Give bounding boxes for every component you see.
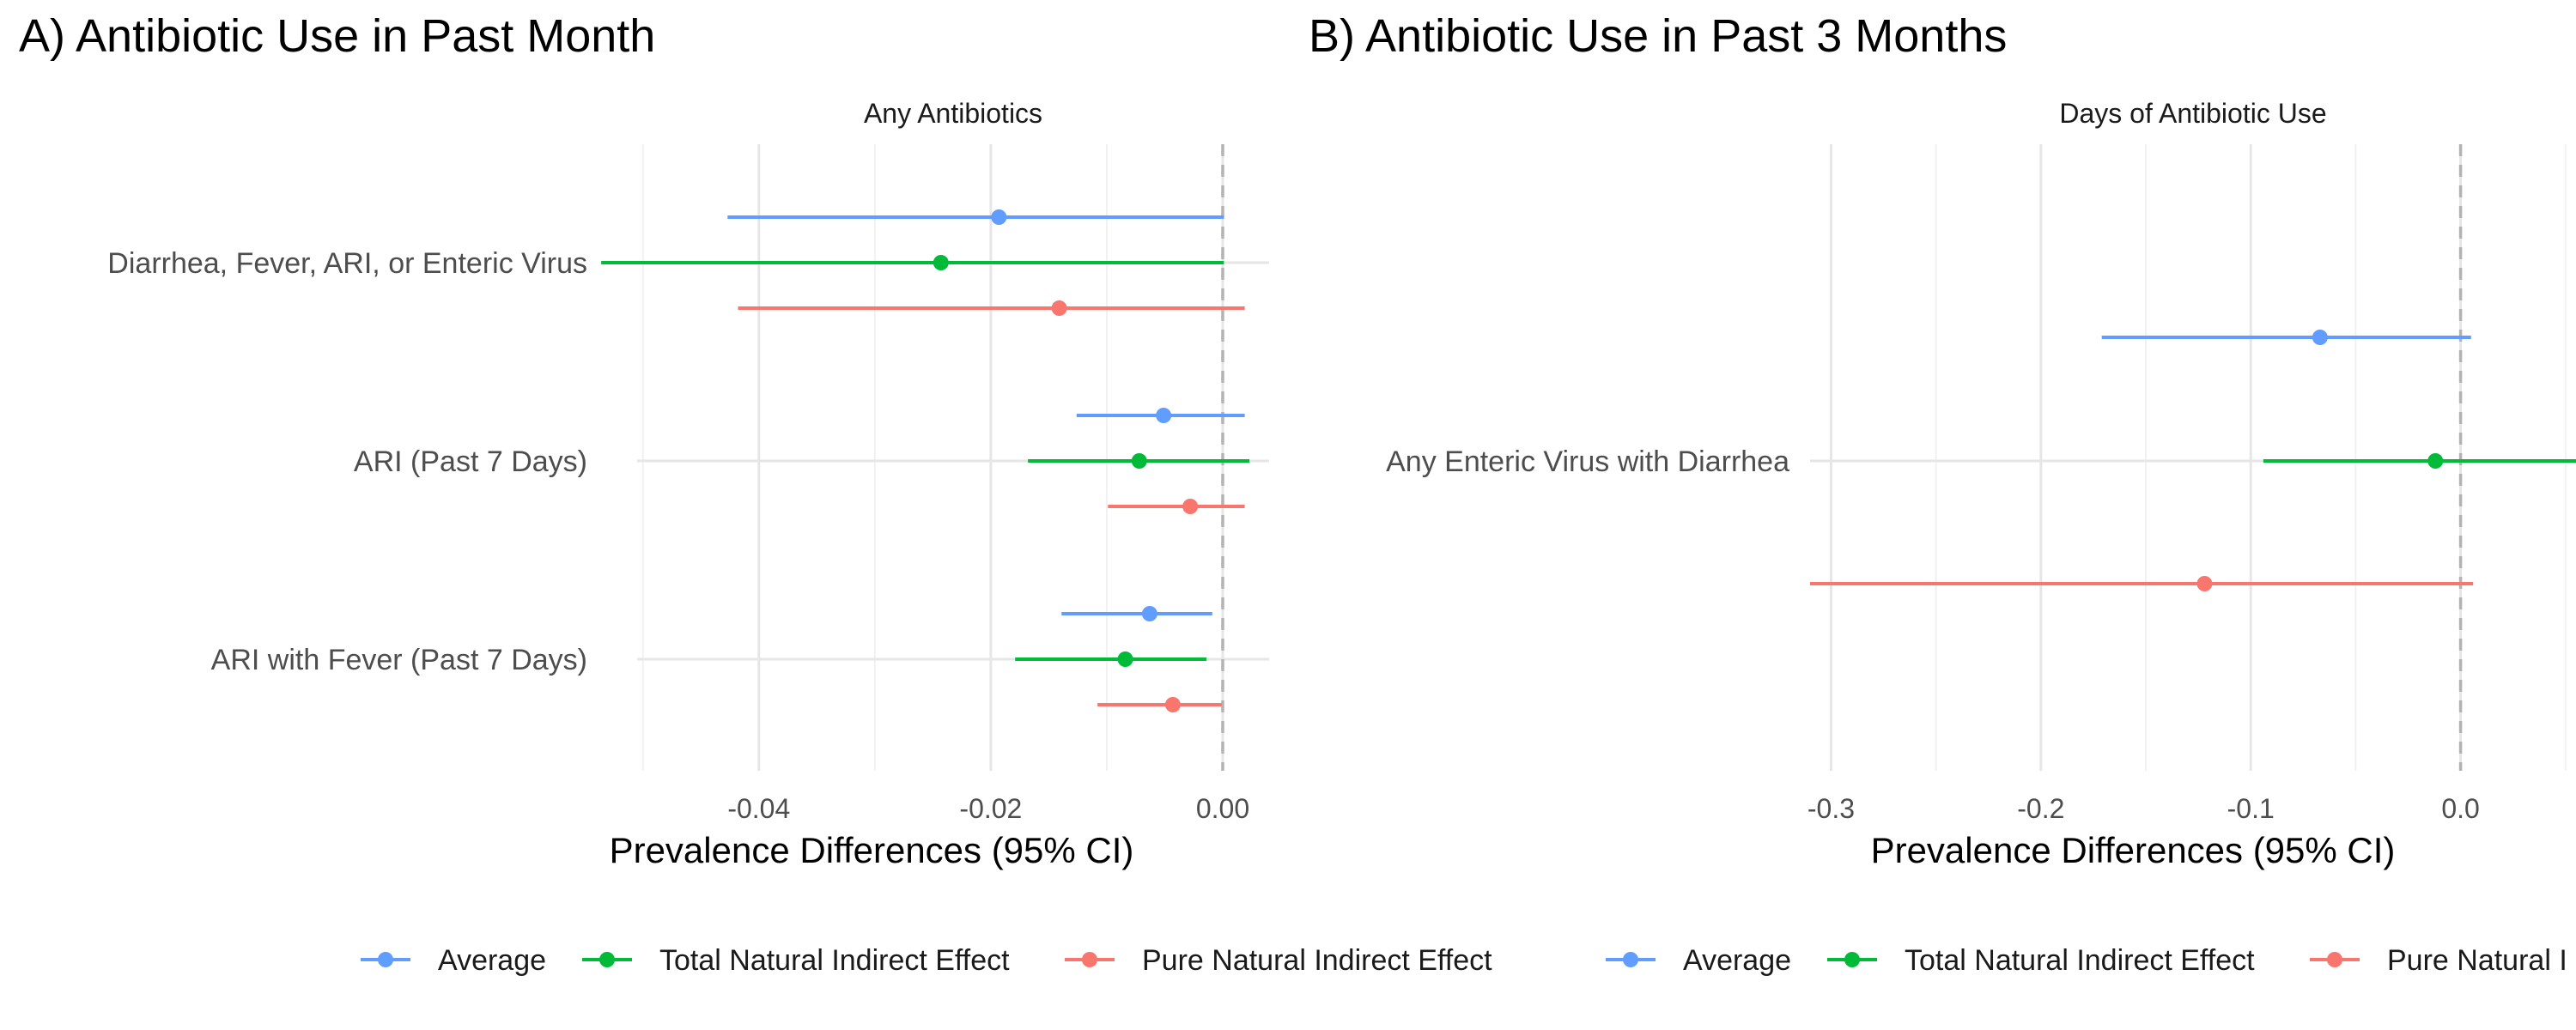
category-label: ARI (Past 7 Days) (354, 445, 587, 478)
category-label: Diarrhea, Fever, ARI, or Enteric Virus (107, 247, 587, 280)
point-estimate (1182, 499, 1199, 514)
facet-label: Days of Antibiotic Use (2059, 98, 2326, 129)
legend-label: Pure Natural I (2387, 944, 2567, 977)
x-tick-label: -0.2 (2017, 793, 2064, 824)
legend-label: Total Natural Indirect Effect (1905, 944, 2255, 977)
x-tick-label: -0.04 (727, 793, 790, 824)
point-estimate (2427, 453, 2444, 469)
x-tick-label: -0.02 (959, 793, 1022, 824)
legend-label: Pure Natural Indirect Effect (1142, 944, 1492, 977)
point-estimate (933, 255, 949, 270)
legend-key-point (2327, 952, 2342, 967)
legend-key-point (599, 952, 615, 967)
legend-key-point (1844, 952, 1860, 967)
panel-a: A) Antibiotic Use in Past Month Any Antib… (19, 10, 1492, 977)
legend-key-point (378, 952, 393, 967)
x-tick-label: 0.00 (1196, 793, 1249, 824)
category-label: ARI with Fever (Past 7 Days) (211, 644, 587, 676)
point-estimate (991, 209, 1007, 225)
panel-b: B) Antibiotic Use in Past 3 Months Days o… (1309, 10, 2576, 977)
legend-key-point (1082, 952, 1097, 967)
point-estimate (2312, 330, 2328, 345)
x-axis-title: Prevalence Differences (95% CI) (1871, 830, 2396, 870)
x-tick-label: -0.3 (1807, 793, 1855, 824)
facet-label: Any Antibiotics (864, 98, 1042, 129)
point-estimate (1156, 408, 1172, 423)
point-estimate (1164, 697, 1181, 712)
x-axis-title: Prevalence Differences (95% CI) (610, 830, 1134, 870)
legend-label: Average (1683, 944, 1791, 977)
x-tick-label: 0.0 (2441, 793, 2479, 824)
legend-key-point (1623, 952, 1638, 967)
panel-title: B) Antibiotic Use in Past 3 Months (1309, 10, 2007, 62)
legend: Average Total Natural Indirect Effect Pure… (1606, 944, 2567, 977)
point-estimate (1051, 300, 1067, 316)
point-estimate (2196, 576, 2213, 591)
x-tick-label: -0.1 (2227, 793, 2275, 824)
legend: Average Total Natural Indirect Effect Pure… (361, 944, 1492, 977)
legend-label: Total Natural Indirect Effect (659, 944, 1010, 977)
point-estimate (1131, 453, 1147, 469)
legend-label: Average (438, 944, 546, 977)
point-estimate (1141, 606, 1157, 621)
panel-title: A) Antibiotic Use in Past Month (19, 10, 655, 62)
point-estimate (1117, 651, 1133, 667)
category-label: Any Enteric Virus with Diarrhea (1386, 445, 1789, 478)
